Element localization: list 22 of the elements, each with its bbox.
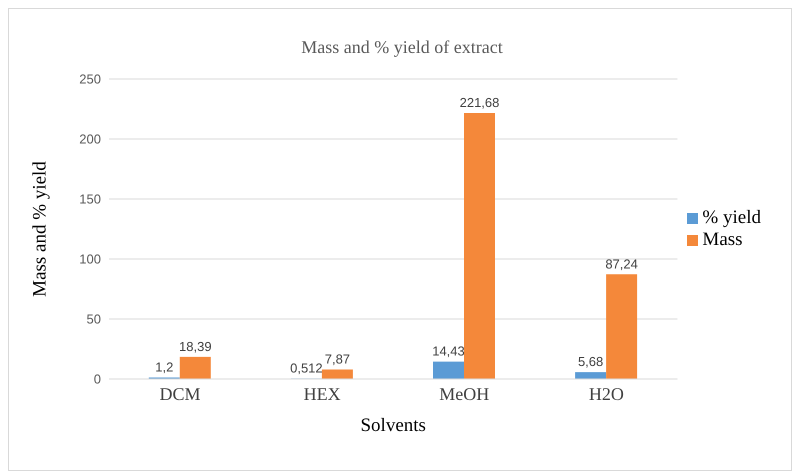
data-label: 18,39 — [179, 338, 212, 354]
legend-label: Mass — [702, 229, 743, 250]
data-label: 221,68 — [460, 94, 500, 110]
y-tick-label: 0 — [94, 372, 101, 387]
data-label: 1,2 — [155, 360, 174, 375]
data-label: 5,68 — [578, 354, 604, 370]
y-tick-label: 50 — [86, 312, 101, 327]
x-axis-title: Solvents — [360, 415, 426, 436]
y-tick-label: 250 — [79, 72, 101, 87]
data-label: 0,512 — [290, 360, 323, 376]
y-axis-title: Mass and % yield — [30, 160, 51, 297]
data-label: 87,24 — [605, 256, 638, 272]
y-tick-label: 150 — [79, 192, 101, 207]
x-tick-label: MeOH — [439, 384, 490, 404]
y-tick-label: 100 — [79, 252, 101, 267]
x-tick-label: HEX — [304, 384, 341, 404]
x-tick-label: DCM — [160, 384, 201, 404]
chart-title: Mass and % yield of extract — [300, 37, 504, 58]
legend-label: % yield — [702, 207, 761, 228]
x-tick-label: H2O — [588, 384, 624, 404]
data-label: 7,87 — [324, 352, 350, 367]
y-tick-label: 200 — [79, 132, 101, 147]
